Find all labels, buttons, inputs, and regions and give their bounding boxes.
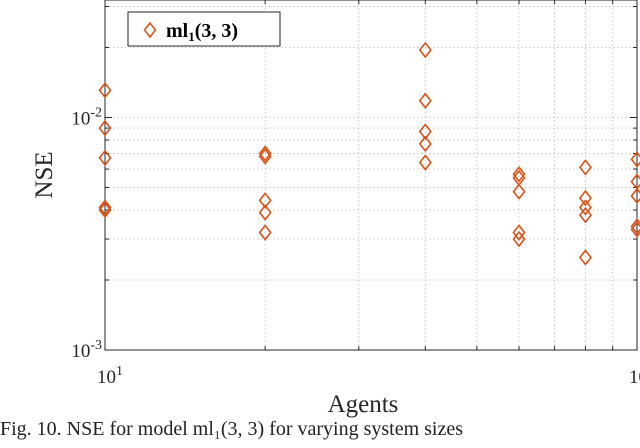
data-point-diamond (512, 165, 526, 183)
data-point-diamond (578, 199, 592, 216)
data-point-diamond (630, 218, 640, 235)
data-point-diamond (258, 192, 272, 209)
data-point-diamond (258, 204, 272, 221)
legend-entry-label: ml1(3, 3) (166, 20, 238, 44)
data-point-diamond (418, 135, 432, 153)
data-point-diamond (578, 249, 592, 266)
y-tick-label: 10-3 (71, 338, 102, 362)
tick-labels: 101 102 10-3 10-2 (71, 105, 640, 388)
y-axis-label: NSE (31, 151, 58, 198)
figure-caption: Fig. 10. NSE for model ml₁(3, 3) for var… (0, 418, 464, 440)
x-axis-label: Agents (328, 391, 399, 418)
data-point-diamond (98, 149, 112, 167)
legend: ml1(3, 3) (127, 11, 281, 47)
data-point-diamond (418, 92, 432, 110)
data-points (98, 41, 640, 266)
data-point-diamond (578, 206, 592, 224)
data-point-diamond (578, 189, 592, 207)
data-point-diamond (512, 230, 526, 248)
x-tick-label: 101 (97, 364, 123, 388)
data-point-diamond (98, 81, 112, 99)
data-point-diamond (512, 183, 526, 200)
data-point-diamond (418, 123, 432, 140)
data-point-diamond (578, 159, 592, 176)
plot-background (105, 0, 637, 350)
legend-box (127, 11, 281, 47)
grid-lines (104, 0, 638, 351)
nse-scatter-chart: 101 102 10-3 10-2 Agents NSE ml1(3, 3) (31, 0, 640, 418)
data-point-diamond (258, 224, 272, 241)
data-point-diamond (630, 151, 640, 168)
data-point-diamond (630, 187, 640, 205)
data-point-diamond (258, 145, 272, 162)
data-point-diamond (418, 41, 432, 59)
legend-diamond-marker (143, 21, 157, 39)
y-tick-label: 10-2 (71, 105, 102, 129)
x-tick-label: 102 (629, 364, 640, 388)
data-point-diamond (98, 119, 112, 137)
data-point-diamond (512, 224, 526, 241)
data-point-diamond (98, 201, 112, 219)
data-point-diamond (98, 199, 112, 216)
data-point-diamond (258, 148, 272, 165)
data-point-diamond (630, 221, 640, 238)
data-point-diamond (418, 154, 432, 171)
